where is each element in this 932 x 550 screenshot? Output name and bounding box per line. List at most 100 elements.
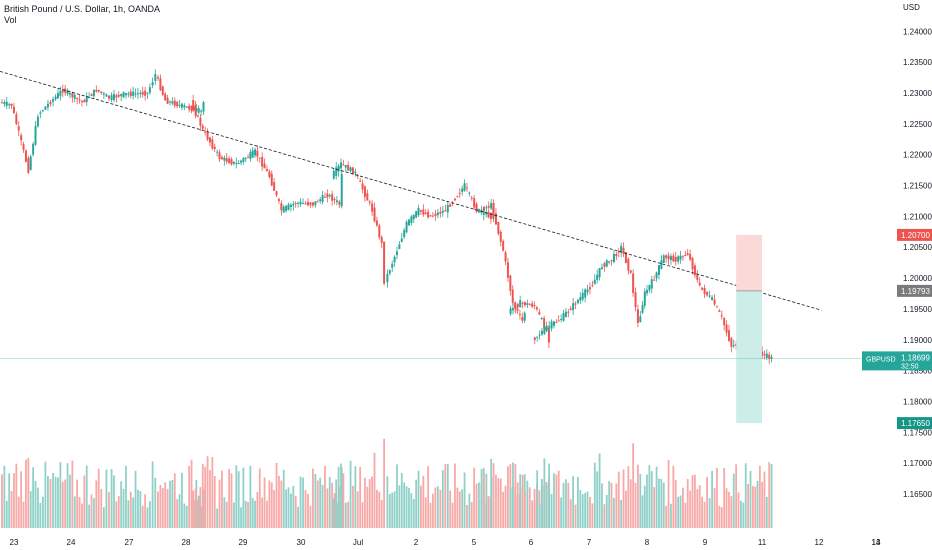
volume-bar (398, 485, 401, 528)
volume-bar (622, 469, 625, 528)
volume-bar (223, 497, 226, 528)
volume-bar (519, 474, 522, 528)
x-axis-tick-label: 11 (758, 538, 767, 547)
candle-body (603, 263, 606, 267)
candle-body (134, 93, 137, 95)
volume-bar (432, 493, 434, 528)
volume-bar (134, 470, 137, 528)
candle-body (254, 149, 257, 156)
volume-bar (251, 498, 254, 528)
candle-body (61, 89, 64, 93)
volume-bar (732, 473, 735, 528)
volume-bar (768, 462, 771, 528)
volume-bar (490, 458, 493, 528)
volume-bar (706, 477, 708, 528)
candle-body (598, 268, 601, 278)
candle-body (650, 279, 653, 289)
candle-body (216, 151, 219, 153)
volume-bar (266, 500, 268, 528)
volume-bar (627, 466, 630, 528)
volume-bar (698, 485, 701, 528)
candle-body (596, 274, 599, 280)
volume-bar (139, 491, 142, 528)
candle-body (538, 312, 541, 315)
candle-body (600, 267, 603, 269)
volume-bar (586, 491, 589, 528)
volume-bar (1, 474, 3, 528)
candle-body (453, 198, 456, 201)
volume-bar (449, 490, 452, 528)
candle-body (292, 203, 295, 206)
candle-body (151, 82, 154, 86)
candle-body (173, 100, 176, 106)
candle-body (509, 308, 512, 314)
volume-bar (73, 496, 76, 528)
volume-bar (242, 467, 245, 528)
candle-body (720, 315, 723, 317)
volume-bar (161, 487, 164, 528)
last-price-box (862, 351, 932, 371)
candle-body (204, 131, 207, 133)
candle-body (41, 110, 44, 112)
candle-body (562, 313, 565, 321)
candle-body (206, 132, 209, 140)
candle-body (208, 137, 211, 143)
candle-body (629, 270, 632, 273)
volume-bar (25, 459, 27, 528)
volume-bar (59, 462, 62, 528)
volume-bar (13, 473, 15, 528)
candle-body (591, 285, 594, 287)
candle-body (674, 256, 677, 262)
volume-bar (69, 474, 71, 528)
candle-body (487, 205, 490, 208)
candle-body (482, 206, 485, 211)
volume-bar (613, 497, 615, 528)
candle-body (708, 295, 711, 297)
volume-bar (565, 479, 567, 528)
volume-bar (287, 487, 290, 528)
volume-bar (17, 496, 20, 528)
candle-body (470, 197, 473, 199)
volume-bar (454, 463, 456, 528)
candle-body (567, 311, 570, 313)
candle-body (44, 106, 47, 110)
candle-body (636, 309, 639, 324)
volume-bar (601, 483, 603, 528)
volume-bar (83, 475, 86, 528)
x-axis-tick-label: 8 (645, 538, 650, 547)
candle-body (39, 112, 42, 114)
candle-body (468, 192, 471, 194)
volume-bar (254, 500, 256, 528)
volume-bar (396, 464, 398, 528)
volume-bar (516, 482, 519, 528)
candle-body (8, 104, 11, 106)
candle-body (211, 139, 214, 149)
candle-body (622, 247, 625, 254)
volume-bar (66, 463, 69, 528)
volume-bar (562, 482, 565, 528)
volume-bar (475, 483, 478, 528)
volume-bar (290, 493, 292, 528)
candle-body (199, 117, 202, 126)
candle-body (458, 192, 461, 194)
volume-bar (672, 465, 675, 528)
candle-body (770, 356, 773, 359)
volume-bar (359, 466, 362, 528)
candle-body (492, 202, 495, 217)
candle-body (328, 195, 331, 197)
volume-bar (181, 472, 183, 528)
volume-bar (405, 486, 408, 528)
volume-bar (424, 497, 427, 528)
candle-body (17, 126, 20, 131)
candle-body (188, 106, 191, 110)
volume-bar (171, 479, 174, 528)
volume-bar (125, 465, 127, 528)
volume-bar (164, 482, 167, 528)
candle-body (24, 150, 27, 162)
candle-body (168, 101, 171, 103)
volume-bar (314, 473, 317, 528)
volume-bar (543, 458, 546, 528)
volume-bar (39, 502, 42, 528)
